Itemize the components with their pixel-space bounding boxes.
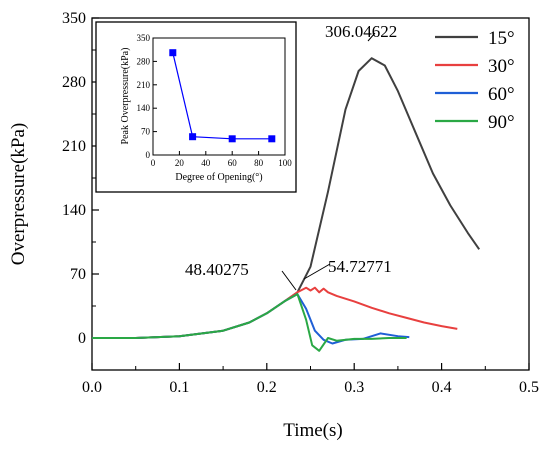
legend-label: 15° [488,28,515,49]
x-tick-label: 0.5 [519,379,539,396]
y-tick-label: 0 [78,330,86,347]
y-ticks: 0 70 140 210 280 350 [62,10,99,371]
y-tick-label: 350 [62,10,86,27]
inset-y-tick-label: 0 [146,150,151,160]
series-line [92,293,407,352]
inset-x-axis-title: Degree of Opening(°) [175,172,262,183]
inset-chart: 0 20 40 60 80 100 0 70 140 210 280 350 Degree of O… [95,21,297,193]
annotation-leader-peak-15 [367,32,376,42]
inset-series-line [172,52,272,140]
legend-label: 60° [488,84,515,105]
inset-x-tick-label: 80 [254,158,264,168]
inset-series-layer [169,49,276,143]
inset-data-point [169,49,177,57]
inset-y-ticks: 0 70 140 210 280 350 [137,33,157,160]
annotation-label-peak-60-90: 48.40275 [185,260,249,279]
x-tick-label: 0.2 [257,379,277,396]
x-tick-label: 0.4 [432,379,452,396]
series-line [92,293,410,345]
x-tick-label: 0.0 [82,379,102,396]
series-layer [92,57,481,352]
legend: 15° 30° 60° 90° [435,28,515,133]
inset-data-point [228,135,236,143]
annotation-label-peak-30: 54.72771 [328,257,392,276]
y-tick-label: 140 [62,202,86,219]
annotation-leader-peak-30 [303,263,331,280]
inset-x-tick-label: 60 [228,158,238,168]
annotation-label-peak-15: 306.04622 [325,22,397,41]
annotations: 306.04622 54.72771 48.40275 [185,22,397,291]
inset-data-point [268,135,276,143]
inset-data-point [189,133,197,141]
annotation-leader-peak-60-90 [281,270,297,291]
inset-x-tick-label: 0 [151,158,156,168]
inset-y-tick-label: 70 [141,127,151,137]
inset-x-tick-label: 20 [175,158,185,168]
inset-x-tick-label: 40 [201,158,211,168]
inset-y-tick-label: 140 [137,103,151,113]
inset-y-tick-label: 280 [137,56,151,66]
x-tick-label: 0.3 [344,379,364,396]
y-tick-label: 280 [62,74,86,91]
inset-frame [95,21,297,193]
legend-label: 30° [488,56,515,77]
inset-x-ticks: 0 20 40 60 80 100 [151,151,292,168]
inset-y-tick-label: 350 [137,33,151,43]
series-line [92,286,458,339]
inset-x-tick-label: 100 [278,158,292,168]
inset-y-axis-title: Peak Overpressure(kPa) [120,48,131,145]
x-axis-title: Time(s) [283,420,342,441]
x-tick-label: 0.1 [169,379,189,396]
y-tick-label: 210 [62,138,86,155]
legend-label: 90° [488,112,515,133]
y-axis-title: Overpressure(kPa) [8,123,29,265]
inset-plot-frame [152,37,286,156]
x-ticks: 0.0 0.1 0.2 0.3 0.4 0.5 [82,363,539,396]
inset-y-tick-label: 210 [137,80,151,90]
y-tick-label: 70 [70,266,86,283]
